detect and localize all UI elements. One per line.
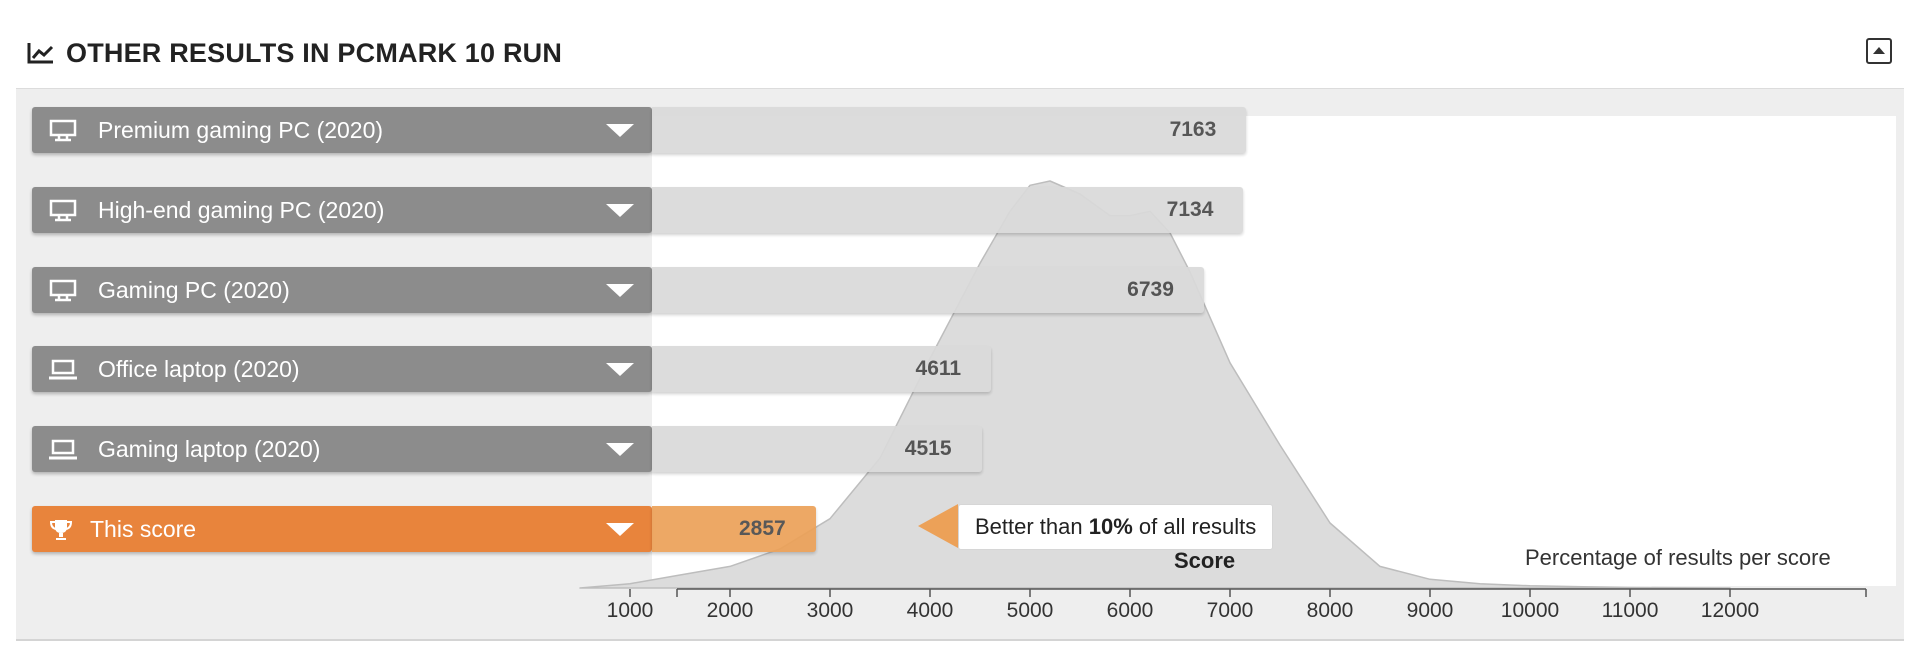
result-row-name: Gaming PC (2020): [98, 277, 290, 303]
score-value: 6739: [1127, 278, 1174, 301]
result-row-label[interactable]: High-end gaming PC (2020): [32, 187, 652, 233]
callout-pointer: [918, 504, 958, 548]
x-tick-label: 3000: [807, 599, 854, 622]
chevron-down-icon[interactable]: [606, 363, 634, 376]
result-row-label[interactable]: This score: [32, 506, 652, 552]
trophy-icon: [49, 520, 73, 540]
x-tick-label: 1000: [607, 599, 654, 622]
result-row-label[interactable]: Gaming laptop (2020): [32, 426, 652, 472]
score-value: 7134: [1166, 198, 1214, 221]
score-bar: 7134: [652, 187, 1244, 233]
result-row-name: Premium gaming PC (2020): [98, 117, 384, 143]
score-value: 7163: [1169, 118, 1217, 141]
result-row-label[interactable]: Gaming PC (2020): [32, 267, 652, 313]
score-bar: 7163: [652, 107, 1247, 153]
chevron-down-icon[interactable]: [606, 204, 634, 217]
result-row-name: Gaming laptop (2020): [98, 436, 321, 462]
x-tick-label: 12000: [1701, 599, 1759, 622]
x-tick-label: 10000: [1501, 599, 1559, 622]
x-axis-title: Score: [1174, 548, 1236, 573]
result-row-label[interactable]: Office laptop (2020): [32, 346, 652, 392]
chevron-down-icon[interactable]: [606, 124, 634, 137]
score-value: 2857: [738, 517, 786, 540]
x-tick-label: 8000: [1307, 599, 1354, 622]
score-bar: 6739: [652, 267, 1204, 313]
x-tick-label: 11000: [1602, 599, 1659, 622]
result-row-label[interactable]: Premium gaming PC (2020): [32, 107, 652, 153]
chevron-down-icon[interactable]: [606, 523, 634, 536]
chevron-down-icon[interactable]: [606, 443, 634, 456]
section-title: OTHER RESULTS IN PCMARK 10 RUN: [66, 38, 563, 68]
line-chart-icon: [27, 43, 54, 64]
section-header: OTHER RESULTS IN PCMARK 10 RUN: [0, 0, 1920, 88]
score-bar: 4611: [652, 346, 992, 392]
result-row-name: High-end gaming PC (2020): [98, 197, 385, 223]
x-tick-label: 4000: [907, 599, 954, 622]
x-tick-label: 5000: [1007, 599, 1054, 622]
score-bar: 4515: [652, 426, 982, 472]
distribution-label: Percentage of results per score: [1525, 545, 1831, 570]
collapse-up-icon: [1873, 47, 1885, 54]
laptop-icon: [49, 439, 77, 460]
x-tick-label: 7000: [1207, 599, 1254, 622]
chevron-down-icon[interactable]: [606, 284, 634, 297]
desktop-pc-icon: [49, 119, 77, 142]
laptop-icon: [49, 359, 77, 380]
desktop-pc-icon: [49, 199, 77, 222]
x-tick-label: 9000: [1407, 599, 1454, 622]
percentile-value: 10%: [1088, 514, 1133, 539]
score-bar: 2857: [652, 506, 816, 552]
result-row-name: Office laptop (2020): [98, 356, 300, 382]
score-value: 4611: [915, 357, 962, 380]
desktop-pc-icon: [49, 279, 77, 302]
x-tick-label: 2000: [707, 599, 754, 622]
x-tick-label: 6000: [1107, 599, 1154, 622]
score-value: 4515: [904, 437, 952, 460]
result-row-name: This score: [90, 516, 197, 542]
percentile-callout: Better than 10% of all results: [958, 504, 1274, 550]
collapse-button[interactable]: [1866, 38, 1892, 64]
